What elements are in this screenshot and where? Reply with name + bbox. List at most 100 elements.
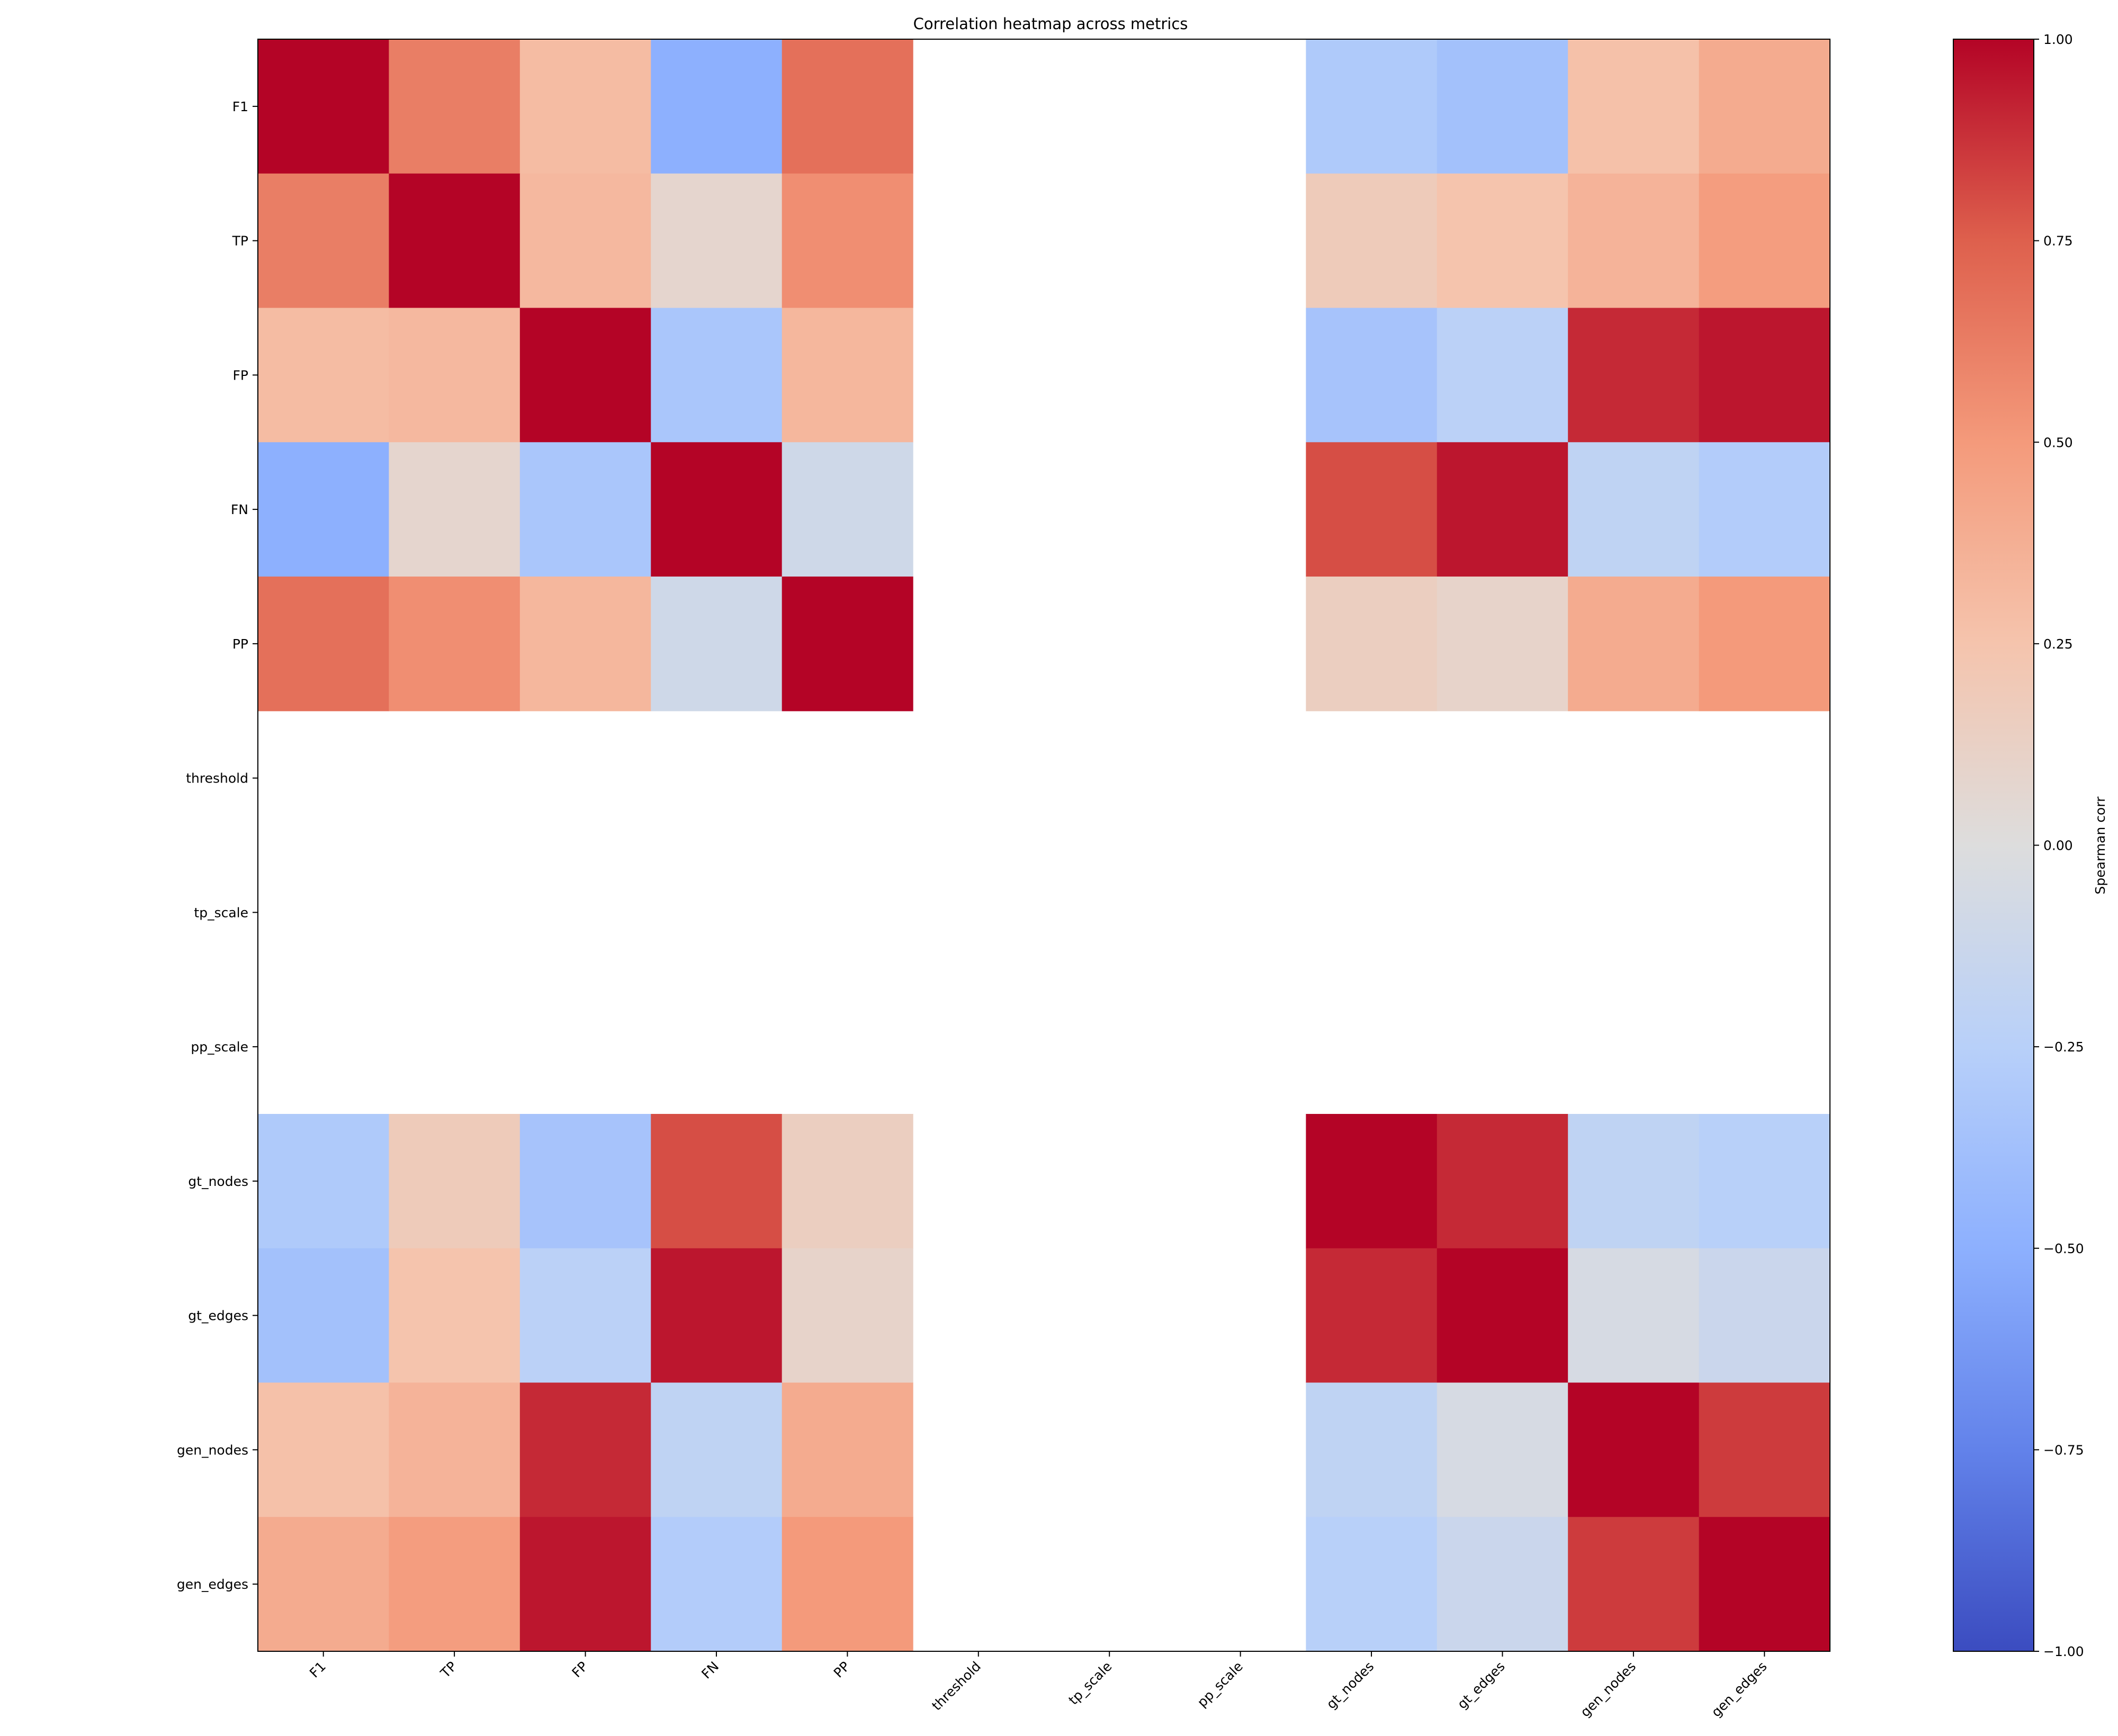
heatmap-cell: [1306, 1114, 1438, 1249]
colorbar-label: Spearman corr: [2093, 796, 2108, 895]
heatmap-cell: [519, 39, 651, 174]
heatmap-cell: [1699, 1248, 1830, 1383]
heatmap-cell: [651, 442, 783, 577]
colorbar-ticks: 1.00 0.75 0.50 0.25 0.00 −0.25 −0.50 −0.75 −1.00: [2034, 32, 2084, 1659]
colorbar: 1.00 0.75 0.50 0.25 0.00 −0.25 −0.50 −0.75 −1.00…: [1953, 32, 2108, 1659]
colorbar-tick-label: −0.25: [2043, 1039, 2084, 1055]
heatmap-cell: [389, 1114, 520, 1249]
heatmap-cell: [782, 442, 913, 577]
heatmap-cell: [389, 173, 520, 309]
heatmap-cell: [519, 442, 651, 577]
heatmap-cell: [1306, 1517, 1438, 1652]
colorbar-tick-label: 0.50: [2043, 435, 2073, 450]
heatmap-cell: [1437, 1114, 1568, 1249]
y-tick-label: gen_nodes: [177, 1442, 248, 1458]
heatmap-cells: [258, 39, 1830, 1652]
colorbar-gradient: [1953, 39, 2034, 1652]
heatmap-cell: [1437, 1382, 1568, 1517]
plot-frame: [257, 39, 1830, 1652]
heatmap-cell: [389, 308, 520, 443]
heatmap-cell: [1568, 1517, 1700, 1652]
heatmap-cell: [258, 577, 390, 712]
heatmap-cell: [782, 1382, 913, 1517]
heatmap-cell: [1568, 577, 1700, 712]
y-tick-label: gen_edges: [177, 1577, 248, 1592]
heatmap-cell: [782, 308, 913, 443]
chart-title: Correlation heatmap across metrics: [913, 15, 1188, 33]
heatmap-cell: [782, 39, 913, 174]
heatmap-cell: [258, 39, 390, 174]
heatmap-cell: [1437, 308, 1568, 443]
x-axis: F1 TP FP FN PP threshold tp_scale pp_scale gt_no…: [307, 1651, 1770, 1720]
colorbar-tick-label: 0.00: [2043, 838, 2073, 853]
heatmap-cell: [519, 1382, 651, 1517]
y-tick-label: tp_scale: [194, 905, 248, 920]
heatmap-cell: [651, 577, 783, 712]
y-tick-label: F1: [232, 99, 248, 114]
heatmap-cell: [1568, 39, 1700, 174]
heatmap-cell: [519, 577, 651, 712]
heatmap-cell: [651, 1382, 783, 1517]
x-tick-label: gt_nodes: [1323, 1659, 1377, 1712]
heatmap-cell: [1437, 577, 1568, 712]
x-tick-label: FP: [569, 1659, 590, 1680]
heatmap-cell: [1699, 442, 1830, 577]
y-tick-label: gt_edges: [188, 1308, 248, 1324]
heatmap-cell: [1306, 1248, 1438, 1383]
heatmap-cell: [1306, 1382, 1438, 1517]
colorbar-tick-label: 1.00: [2043, 32, 2073, 47]
heatmap-cell: [258, 308, 390, 443]
heatmap-cell: [519, 1517, 651, 1652]
heatmap-cell: [651, 173, 783, 309]
heatmap-cell: [258, 1248, 390, 1383]
colorbar-tick-label: −1.00: [2043, 1644, 2084, 1659]
y-tick-label: TP: [232, 233, 248, 249]
y-tick-label: FN: [231, 502, 248, 517]
heatmap-cell: [389, 1248, 520, 1383]
heatmap-cell: [1568, 1248, 1700, 1383]
heatmap-cell: [782, 1248, 913, 1383]
y-tick-label: FP: [233, 367, 248, 383]
heatmap-cell: [1306, 308, 1438, 443]
heatmap-cell: [1306, 442, 1438, 577]
x-tick-label: gen_edges: [1708, 1659, 1770, 1720]
heatmap-cell: [389, 577, 520, 712]
heatmap-cell: [258, 1382, 390, 1517]
heatmap-cell: [258, 442, 390, 577]
heatmap-cell: [1437, 442, 1568, 577]
heatmap-cell: [782, 1114, 913, 1249]
y-tick-label: PP: [232, 636, 248, 652]
colorbar-tick-label: −0.75: [2043, 1442, 2084, 1458]
heatmap-cell: [1568, 173, 1700, 309]
colorbar-tick-label: 0.25: [2043, 636, 2073, 652]
heatmap-cell: [651, 39, 783, 174]
x-tick-label: TP: [437, 1659, 460, 1681]
heatmap-cell: [1568, 1382, 1700, 1517]
y-tick-label: gt_nodes: [188, 1174, 248, 1189]
colorbar-tick-label: 0.75: [2043, 233, 2073, 249]
heatmap-cell: [389, 442, 520, 577]
heatmap-cell: [1699, 39, 1830, 174]
heatmap-cell: [782, 1517, 913, 1652]
heatmap-cell: [1306, 39, 1438, 174]
heatmap-cell: [782, 577, 913, 712]
heatmap-cell: [1568, 1114, 1700, 1249]
heatmap-cell: [519, 308, 651, 443]
heatmap-cell: [258, 1114, 390, 1249]
heatmap-cell: [389, 39, 520, 174]
heatmap-cell: [1306, 577, 1438, 712]
heatmap-cell: [1699, 1114, 1830, 1249]
heatmap-cell: [651, 308, 783, 443]
heatmap-cell: [1699, 1382, 1830, 1517]
heatmap-cell: [1306, 173, 1438, 309]
heatmap-cell: [782, 173, 913, 309]
heatmap-cell: [1568, 308, 1700, 443]
heatmap-cell: [651, 1248, 783, 1383]
x-tick-label: tp_scale: [1065, 1659, 1115, 1708]
heatmap-cell: [258, 173, 390, 309]
x-tick-label: gt_edges: [1455, 1659, 1508, 1712]
heatmap-cell: [519, 173, 651, 309]
heatmap-cell: [389, 1517, 520, 1652]
heatmap-cell: [1699, 577, 1830, 712]
